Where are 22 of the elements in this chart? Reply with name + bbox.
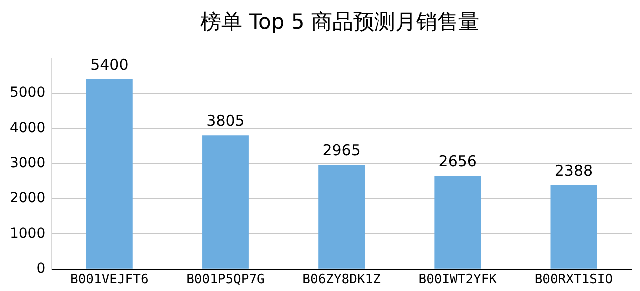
y-tick-label: 4000 [10, 120, 46, 136]
bar [550, 185, 598, 269]
x-tick-label: B001VEJFT6 [70, 272, 149, 288]
bar [86, 80, 133, 269]
data-label: 3805 [206, 112, 245, 130]
x-tick-label: B06ZY8DK1Z [302, 272, 382, 288]
data-label: 2656 [438, 152, 477, 170]
x-tick-label: B00IWT2YFK [418, 272, 498, 288]
bar [434, 176, 482, 269]
data-label: 2965 [322, 142, 361, 160]
y-tick-label: 1000 [10, 226, 46, 242]
x-tick-label: B001P5QP7G [186, 272, 266, 288]
y-tick-label: 2000 [10, 190, 46, 207]
data-label: 2388 [554, 162, 594, 180]
chart-title: 榜单 Top 5 商品预测月销售量 [200, 9, 480, 36]
bar [202, 136, 249, 269]
y-tick-label: 5000 [10, 85, 46, 102]
y-tick-label: 0 [36, 261, 46, 278]
x-tick-label: B00RXT1SIO [534, 272, 614, 288]
data-label: 5400 [90, 56, 129, 74]
y-tick-label: 3000 [10, 156, 46, 172]
bar [318, 165, 366, 269]
